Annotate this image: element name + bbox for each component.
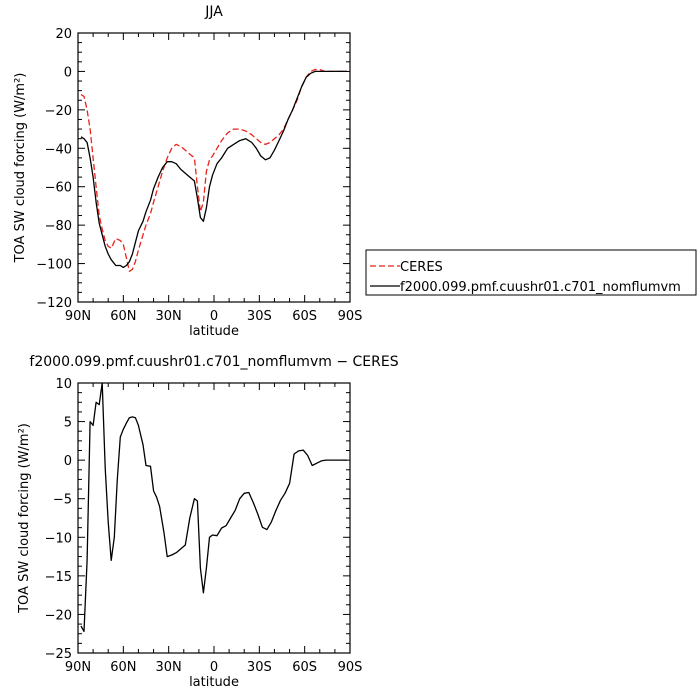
y-axis-label: TOA SW cloud forcing (W/m²): [13, 73, 28, 264]
x-axis-label: latitude: [189, 675, 239, 690]
y-tick-label: −5: [53, 493, 72, 508]
x-tick-label: 30N: [156, 660, 182, 675]
y-tick-label: −120: [36, 296, 72, 311]
plot-frame: [77, 32, 351, 303]
x-tick-label: 30S: [247, 309, 272, 324]
x-tick-label: 30S: [247, 660, 272, 675]
y-tick-label: 20: [55, 27, 72, 42]
x-tick-label: 90S: [338, 309, 363, 324]
y-tick-label: 10: [55, 377, 72, 392]
x-tick-label: 60N: [110, 660, 136, 675]
x-tick-label: 90N: [65, 309, 91, 324]
y-tick-label: 0: [64, 454, 72, 469]
x-axis-label: latitude: [189, 324, 239, 339]
y-tick-label: −40: [45, 142, 72, 157]
series-line-difference: [80, 382, 347, 633]
y-tick-label: −20: [45, 608, 72, 623]
series-line-model: [80, 70, 347, 269]
legend-box: [365, 249, 697, 296]
x-tick-label: 60N: [110, 309, 136, 324]
x-tick-label: 60S: [292, 660, 317, 675]
y-tick-label: −10: [45, 531, 72, 546]
y-tick-label: −15: [45, 570, 72, 585]
legend-label: f2000.099.pmf.cuushr01.c701_nomflumvm: [400, 280, 681, 295]
x-tick-label: 0: [210, 309, 218, 324]
y-axis-label: TOA SW cloud forcing (W/m²): [17, 423, 32, 614]
y-tick-label: −100: [36, 258, 72, 273]
y-tick-label: 0: [64, 65, 72, 80]
x-tick-label: 30N: [156, 309, 182, 324]
chart-title: f2000.099.pmf.cuushr01.c701_nomflumvm − …: [29, 354, 398, 370]
chart-title: JJA: [204, 4, 223, 20]
plot-frame: [77, 382, 351, 654]
y-tick-label: −80: [45, 219, 72, 234]
legend-label: CERES: [400, 260, 443, 275]
x-tick-label: 0: [210, 660, 218, 675]
x-tick-label: 90N: [65, 660, 91, 675]
x-tick-label: 90S: [338, 660, 363, 675]
y-tick-label: 5: [64, 416, 72, 431]
x-tick-label: 60S: [292, 309, 317, 324]
y-tick-label: −60: [45, 181, 72, 196]
y-tick-label: −20: [45, 104, 72, 119]
y-tick-label: −25: [45, 647, 72, 662]
